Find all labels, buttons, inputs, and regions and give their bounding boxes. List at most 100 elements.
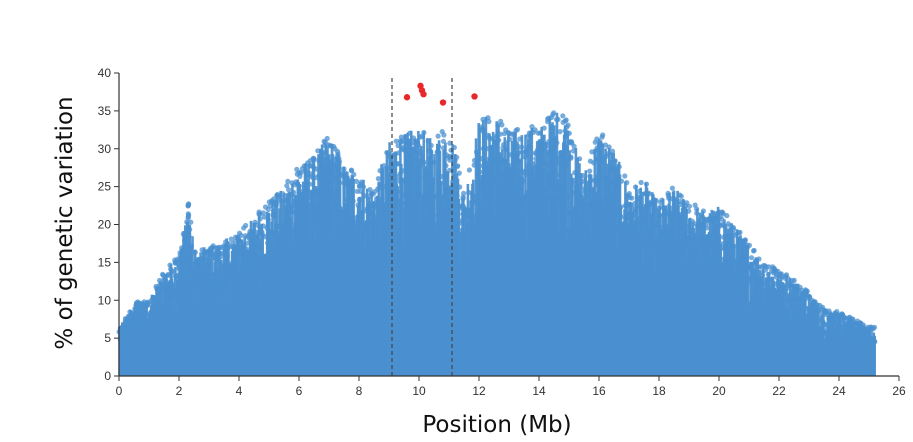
data-point: [405, 177, 411, 183]
data-point: [328, 171, 335, 177]
data-point: [332, 175, 338, 182]
data-point: [743, 268, 749, 274]
data-point: [720, 234, 727, 240]
data-point: [310, 156, 316, 162]
data-point: [435, 133, 441, 139]
data-point: [666, 210, 672, 216]
data-point: [704, 225, 710, 231]
data-point: [416, 164, 422, 170]
data-point: [353, 178, 360, 184]
data-point: [329, 189, 335, 195]
data-point: [513, 192, 520, 198]
data-point: [453, 230, 459, 236]
data-point: [181, 256, 187, 262]
data-point: [702, 256, 708, 262]
data-point: [426, 148, 432, 154]
data-point: [292, 225, 298, 231]
data-point: [460, 196, 466, 202]
data-point: [262, 234, 268, 240]
data-point: [826, 317, 833, 323]
data-point: [410, 135, 417, 141]
data-point: [236, 230, 243, 236]
data-point: [425, 138, 431, 144]
data-point: [483, 160, 489, 166]
data-point: [750, 274, 756, 280]
data-point: [723, 274, 729, 280]
data-point: [207, 247, 213, 253]
data-point: [428, 160, 434, 166]
data-point: [223, 250, 229, 256]
data-point: [192, 249, 198, 255]
data-point: [667, 243, 673, 249]
data-point: [471, 162, 477, 168]
data-point: [501, 197, 507, 203]
data-point: [777, 286, 783, 292]
data-point: [519, 144, 525, 150]
data-point: [307, 181, 313, 187]
data-point: [740, 263, 747, 269]
data-point: [492, 139, 499, 145]
data-point: [377, 168, 383, 174]
data-point: [163, 286, 169, 292]
y-tick-label: 10: [98, 293, 112, 307]
data-point: [817, 310, 824, 316]
data-point: [372, 235, 378, 241]
data-point: [640, 211, 646, 217]
data-point: [156, 297, 163, 303]
data-point: [852, 340, 858, 346]
data-point: [421, 129, 427, 136]
data-point: [180, 270, 187, 277]
data-point: [789, 304, 795, 310]
data-point: [557, 129, 563, 135]
data-point: [395, 174, 401, 180]
data-point: [313, 211, 319, 218]
data-point: [619, 238, 626, 244]
data-point: [430, 178, 436, 185]
data-point: [253, 222, 260, 228]
data-point: [552, 153, 558, 159]
data-point: [466, 223, 472, 229]
data-point: [368, 203, 374, 209]
data-point: [223, 239, 229, 245]
data-point: [480, 116, 486, 122]
data-point: [834, 332, 840, 338]
data-point: [551, 145, 557, 151]
data-point: [485, 115, 491, 121]
data-point: [505, 202, 511, 208]
data-point: [213, 267, 220, 273]
data-point: [694, 210, 700, 216]
data-point: [226, 271, 232, 277]
data-point: [523, 171, 529, 178]
data-point: [502, 207, 508, 213]
data-point: [624, 180, 630, 186]
data-point: [754, 282, 760, 288]
data-point: [811, 325, 818, 331]
data-point: [690, 250, 696, 256]
data-point: [257, 273, 263, 279]
data-point: [765, 271, 771, 278]
data-point: [587, 173, 593, 179]
data-point: [455, 163, 461, 169]
data-point: [538, 196, 545, 202]
data-point: [623, 235, 629, 241]
data-point: [282, 220, 288, 226]
data-point: [201, 250, 207, 256]
data-point: [656, 205, 662, 211]
data-point: [792, 313, 798, 319]
data-point: [475, 180, 481, 186]
data-point: [401, 144, 407, 150]
data-point: [692, 202, 698, 208]
data-point: [525, 133, 531, 139]
data-point: [419, 156, 426, 163]
data-point: [260, 258, 266, 265]
data-point: [401, 178, 407, 184]
data-point: [282, 208, 288, 214]
data-point: [640, 241, 646, 247]
data-point: [491, 175, 497, 181]
data-point: [524, 209, 530, 216]
data-point: [264, 225, 270, 231]
data-point: [206, 262, 212, 268]
x-axis-title: Position (Mb): [422, 412, 571, 438]
data-point: [577, 156, 583, 162]
data-point: [143, 320, 150, 327]
